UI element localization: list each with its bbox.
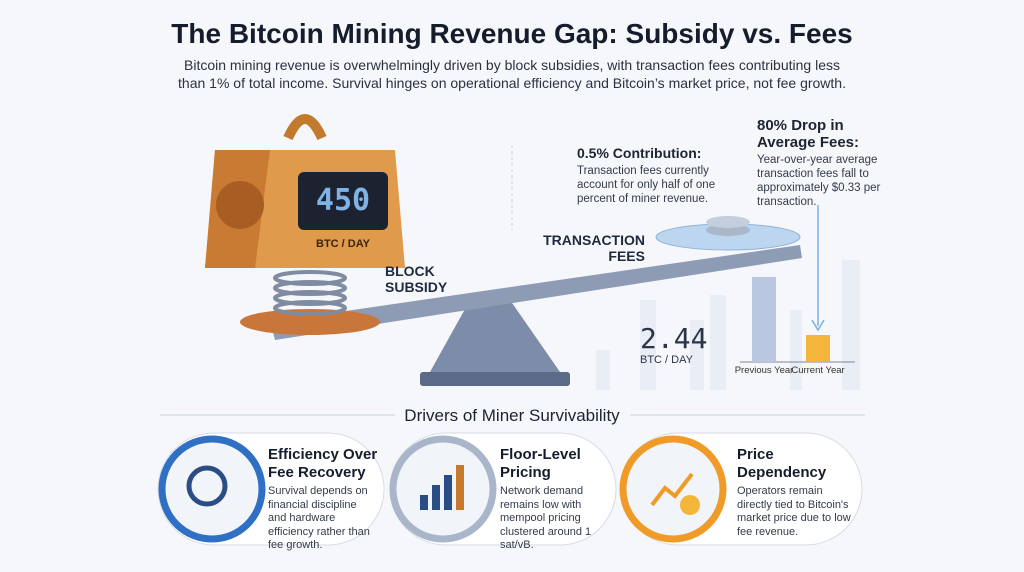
callout-arrow-part [811, 319, 825, 332]
background-bars-part [640, 300, 656, 390]
right-plate-part [706, 216, 750, 228]
background-bars-part [690, 320, 704, 390]
callout-body: Year-over-year average transaction fees … [757, 154, 881, 208]
icon-glyphs-part [420, 495, 428, 510]
fulcrum-part [430, 300, 560, 372]
icon-glyphs-part [456, 465, 464, 510]
subsidy-unit: BTC / DAY [316, 238, 370, 250]
icon-glyphs [186, 465, 700, 515]
weight-part [298, 172, 388, 230]
background-bars-part [710, 295, 726, 390]
icon-glyphs-part [444, 475, 452, 510]
card-icons [158, 435, 727, 543]
spring [273, 270, 347, 316]
weight [205, 114, 405, 268]
card-body: Network demand remains low with mempool … [500, 485, 592, 551]
beam [270, 245, 802, 340]
icon-glyphs-part [432, 485, 440, 510]
fee-bar [752, 277, 776, 362]
background-bars [596, 260, 860, 390]
fees-display: 2.44 [640, 322, 708, 355]
fulcrum-part [420, 372, 570, 386]
fee-chart [752, 277, 830, 362]
card-icons-part [619, 435, 727, 543]
right-plate [655, 216, 801, 251]
card-body: Operators remain directly tied to Bitcoi… [737, 485, 851, 538]
icon-glyphs-part [650, 472, 694, 507]
card-icons-part [389, 435, 497, 543]
section-title: Drivers of Miner Survivability [404, 406, 620, 425]
weight-part [283, 114, 327, 141]
beam-part [270, 245, 802, 340]
icon-glyphs-part [680, 495, 700, 515]
fee-bar-label: Previous Year [734, 365, 794, 376]
subsidy-label: BLOCK SUBSIDY [385, 263, 448, 295]
subtitle: Bitcoin mining revenue is overwhelmingly… [178, 57, 846, 91]
callout-arrow [811, 205, 825, 332]
spring-part [273, 270, 347, 286]
fee-bar-label: Current Year [791, 365, 845, 376]
card-body: Survival depends on financial discipline… [268, 485, 370, 551]
left-plate-part [240, 309, 380, 335]
background-bars-part [790, 310, 802, 390]
callout-heading: 80% Drop in Average Fees: [757, 117, 859, 151]
card-title: Efficiency Over Fee Recovery [268, 446, 378, 481]
background-bars-part [842, 260, 860, 390]
callout-heading: 0.5% Contribution: [577, 145, 702, 161]
weight-part [216, 181, 264, 229]
background-bars-part [596, 350, 610, 390]
card-title: Price Dependency [737, 446, 827, 481]
icon-glyphs-part [186, 465, 228, 507]
callout-body: Transaction fees currently account for o… [577, 165, 716, 205]
fees-unit: BTC / DAY [640, 354, 693, 366]
fulcrum [420, 300, 570, 386]
title: The Bitcoin Mining Revenue Gap: Subsidy … [171, 18, 853, 49]
subsidy-display: 450 [315, 183, 371, 218]
fees-label: TRANSACTION FEES [543, 232, 645, 264]
left-plate [240, 309, 380, 335]
card-icons-part [158, 435, 266, 543]
fee-bar [806, 335, 830, 362]
card-title: Floor-Level Pricing [500, 446, 581, 481]
